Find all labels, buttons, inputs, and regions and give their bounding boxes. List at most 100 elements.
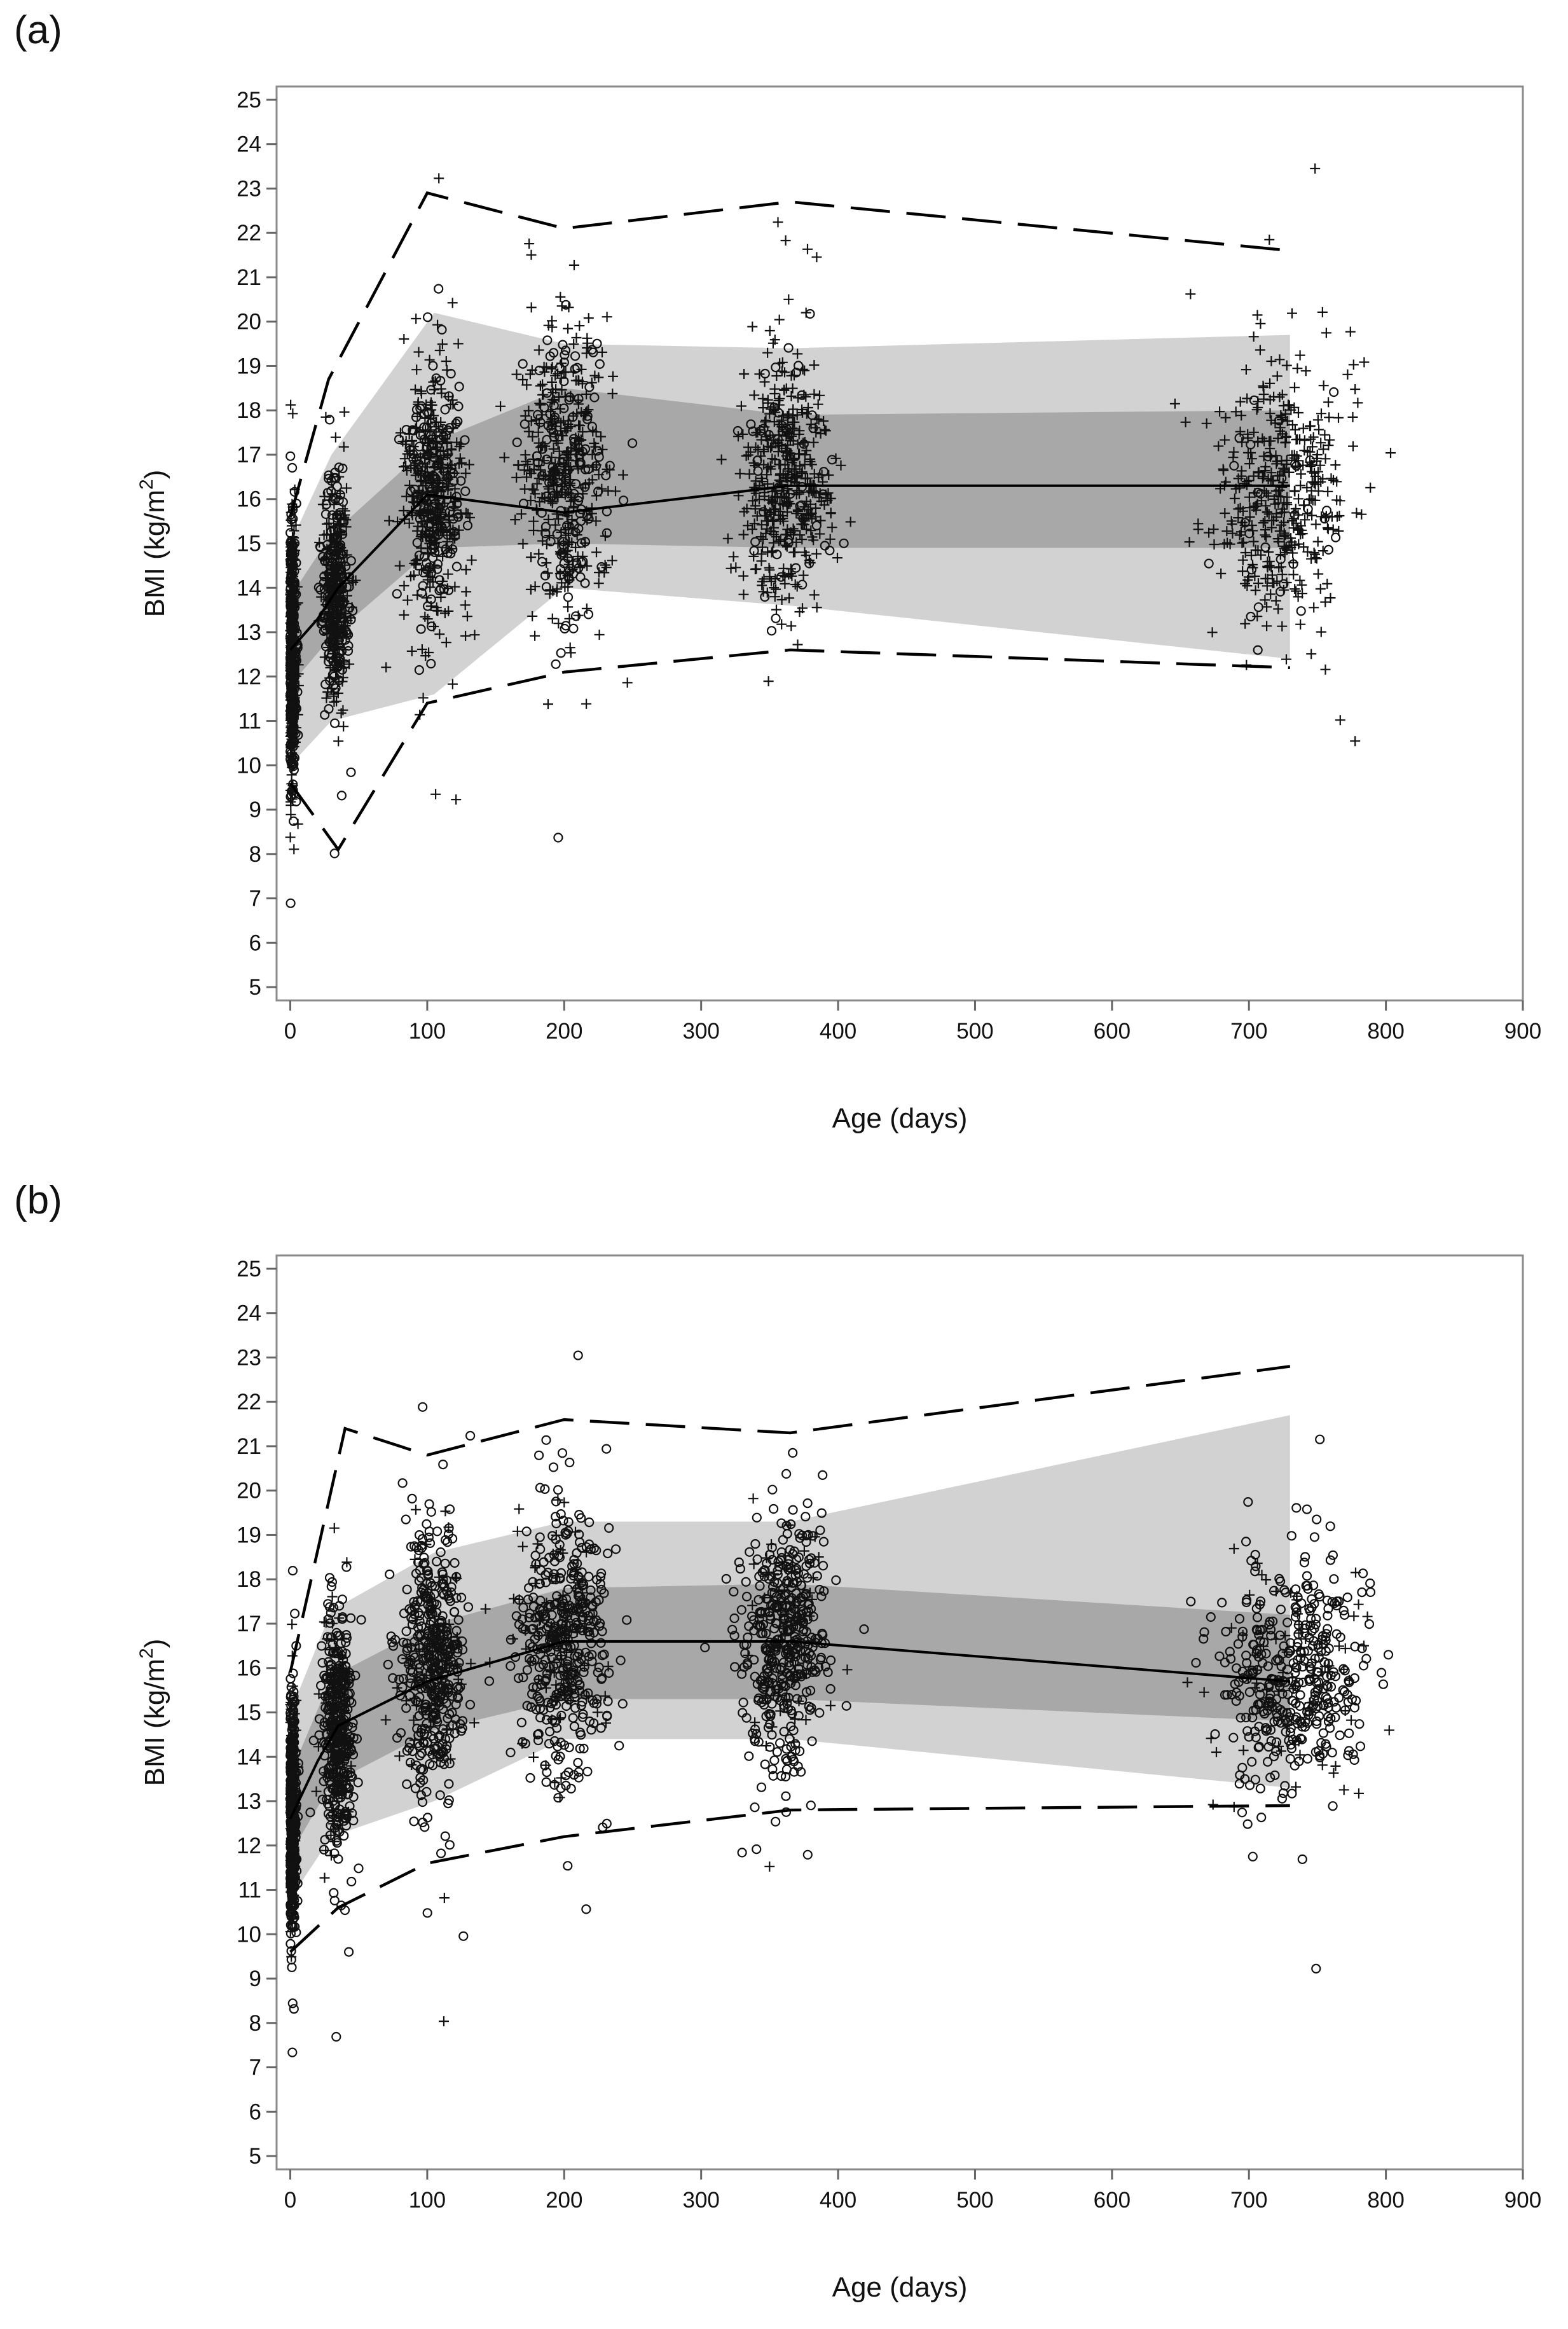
data-point-plus (285, 399, 296, 410)
data-point-plus (326, 1830, 336, 1841)
data-point-circle (570, 351, 581, 361)
data-point-plus (404, 429, 415, 439)
data-point-circle (287, 462, 298, 473)
data-point-circle (627, 438, 638, 448)
data-point-circle (449, 527, 459, 537)
data-point-plus (333, 513, 343, 524)
data-point-circle (537, 444, 547, 454)
y-tick-label: 17 (237, 443, 261, 467)
data-point-circle (574, 1767, 584, 1777)
data-point-plus (607, 555, 617, 566)
data-point-plus (519, 484, 530, 494)
data-point-plus (1248, 427, 1259, 438)
data-point-plus (1288, 569, 1299, 580)
data-point-plus (808, 437, 819, 448)
data-point-plus (774, 536, 784, 546)
data-point-circle (407, 1493, 417, 1504)
data-point-plus (805, 453, 816, 464)
data-point-circle (287, 688, 297, 698)
data-point-circle (577, 1697, 588, 1707)
data-point-circle (587, 1650, 597, 1660)
data-point-plus (1235, 426, 1246, 437)
data-point-circle (603, 1548, 613, 1559)
data-point-circle (327, 649, 337, 660)
data-point-circle (319, 1844, 329, 1855)
data-point-plus (1281, 360, 1292, 371)
data-point-circle (434, 284, 444, 294)
data-point-circle (308, 1735, 319, 1746)
data-point-plus (319, 491, 330, 502)
data-point-circle (592, 338, 602, 349)
data-point-circle (305, 1807, 315, 1818)
data-point-plus (1298, 500, 1309, 511)
data-point-plus (789, 370, 799, 381)
data-point-plus (1310, 519, 1321, 530)
data-point-plus (1253, 578, 1263, 589)
data-point-circle (555, 1752, 565, 1762)
data-point-circle (575, 1730, 586, 1740)
data-point-circle (443, 1650, 453, 1661)
data-point-plus (341, 483, 352, 494)
data-point-circle (385, 1569, 395, 1580)
data-point-plus (455, 453, 465, 464)
x-tick-label: 0 (284, 1019, 296, 1044)
data-point-plus (581, 408, 591, 419)
data-point-plus (799, 547, 810, 558)
data-point-circle (285, 1837, 296, 1847)
data-point-plus (328, 691, 339, 701)
data-point-plus (1324, 412, 1335, 423)
data-point-plus (321, 693, 332, 703)
data-point-plus (1237, 517, 1248, 528)
data-point-plus (430, 427, 441, 438)
data-point-circle (427, 1760, 438, 1771)
data-point-plus (528, 1752, 539, 1762)
data-point-plus (547, 377, 557, 387)
data-point-circle (566, 1783, 576, 1794)
data-point-plus (1272, 433, 1283, 444)
data-point-plus (568, 339, 579, 349)
data-point-circle (330, 541, 340, 551)
data-point-plus (780, 235, 791, 246)
data-point-plus (399, 453, 410, 464)
data-point-plus (1312, 536, 1323, 547)
data-point-plus (726, 563, 736, 574)
data-point-circle (577, 1542, 587, 1553)
data-point-plus (1314, 424, 1324, 435)
data-point-plus (401, 1653, 412, 1664)
data-point-circle (516, 1717, 527, 1728)
data-point-plus (526, 302, 537, 313)
data-point-plus (434, 345, 445, 356)
data-point-plus (752, 427, 763, 438)
data-point-circle (457, 1645, 468, 1655)
data-point-plus (404, 446, 415, 457)
data-point-plus (581, 389, 592, 399)
data-point-plus (1302, 446, 1313, 457)
data-point-circle (404, 1743, 415, 1753)
data-point-plus (535, 464, 546, 475)
data-point-circle (596, 1584, 607, 1595)
data-point-circle (484, 1676, 495, 1686)
data-point-plus (1207, 627, 1218, 638)
data-point-circle (559, 558, 569, 569)
data-point-plus (769, 417, 780, 427)
data-point-plus (581, 406, 592, 417)
data-point-plus (1310, 553, 1321, 563)
data-point-plus (1291, 586, 1302, 597)
data-point-circle (1277, 473, 1287, 483)
data-point-plus (579, 1623, 590, 1634)
data-point-plus (1307, 441, 1318, 452)
data-point-circle (610, 1544, 621, 1554)
y-tick-label: 5 (249, 975, 261, 1000)
data-point-plus (328, 1705, 339, 1716)
data-point-circle (326, 486, 336, 496)
data-point-circle (780, 1771, 791, 1782)
data-point-plus (1237, 437, 1248, 448)
data-point-plus (572, 460, 583, 471)
data-point-circle (554, 1628, 565, 1638)
data-point-circle (596, 1638, 606, 1648)
data-point-circle (433, 530, 444, 541)
data-point-plus (764, 326, 775, 336)
data-point-circle (535, 1532, 545, 1542)
data-point-circle (776, 572, 787, 582)
data-point-plus (1214, 406, 1225, 417)
